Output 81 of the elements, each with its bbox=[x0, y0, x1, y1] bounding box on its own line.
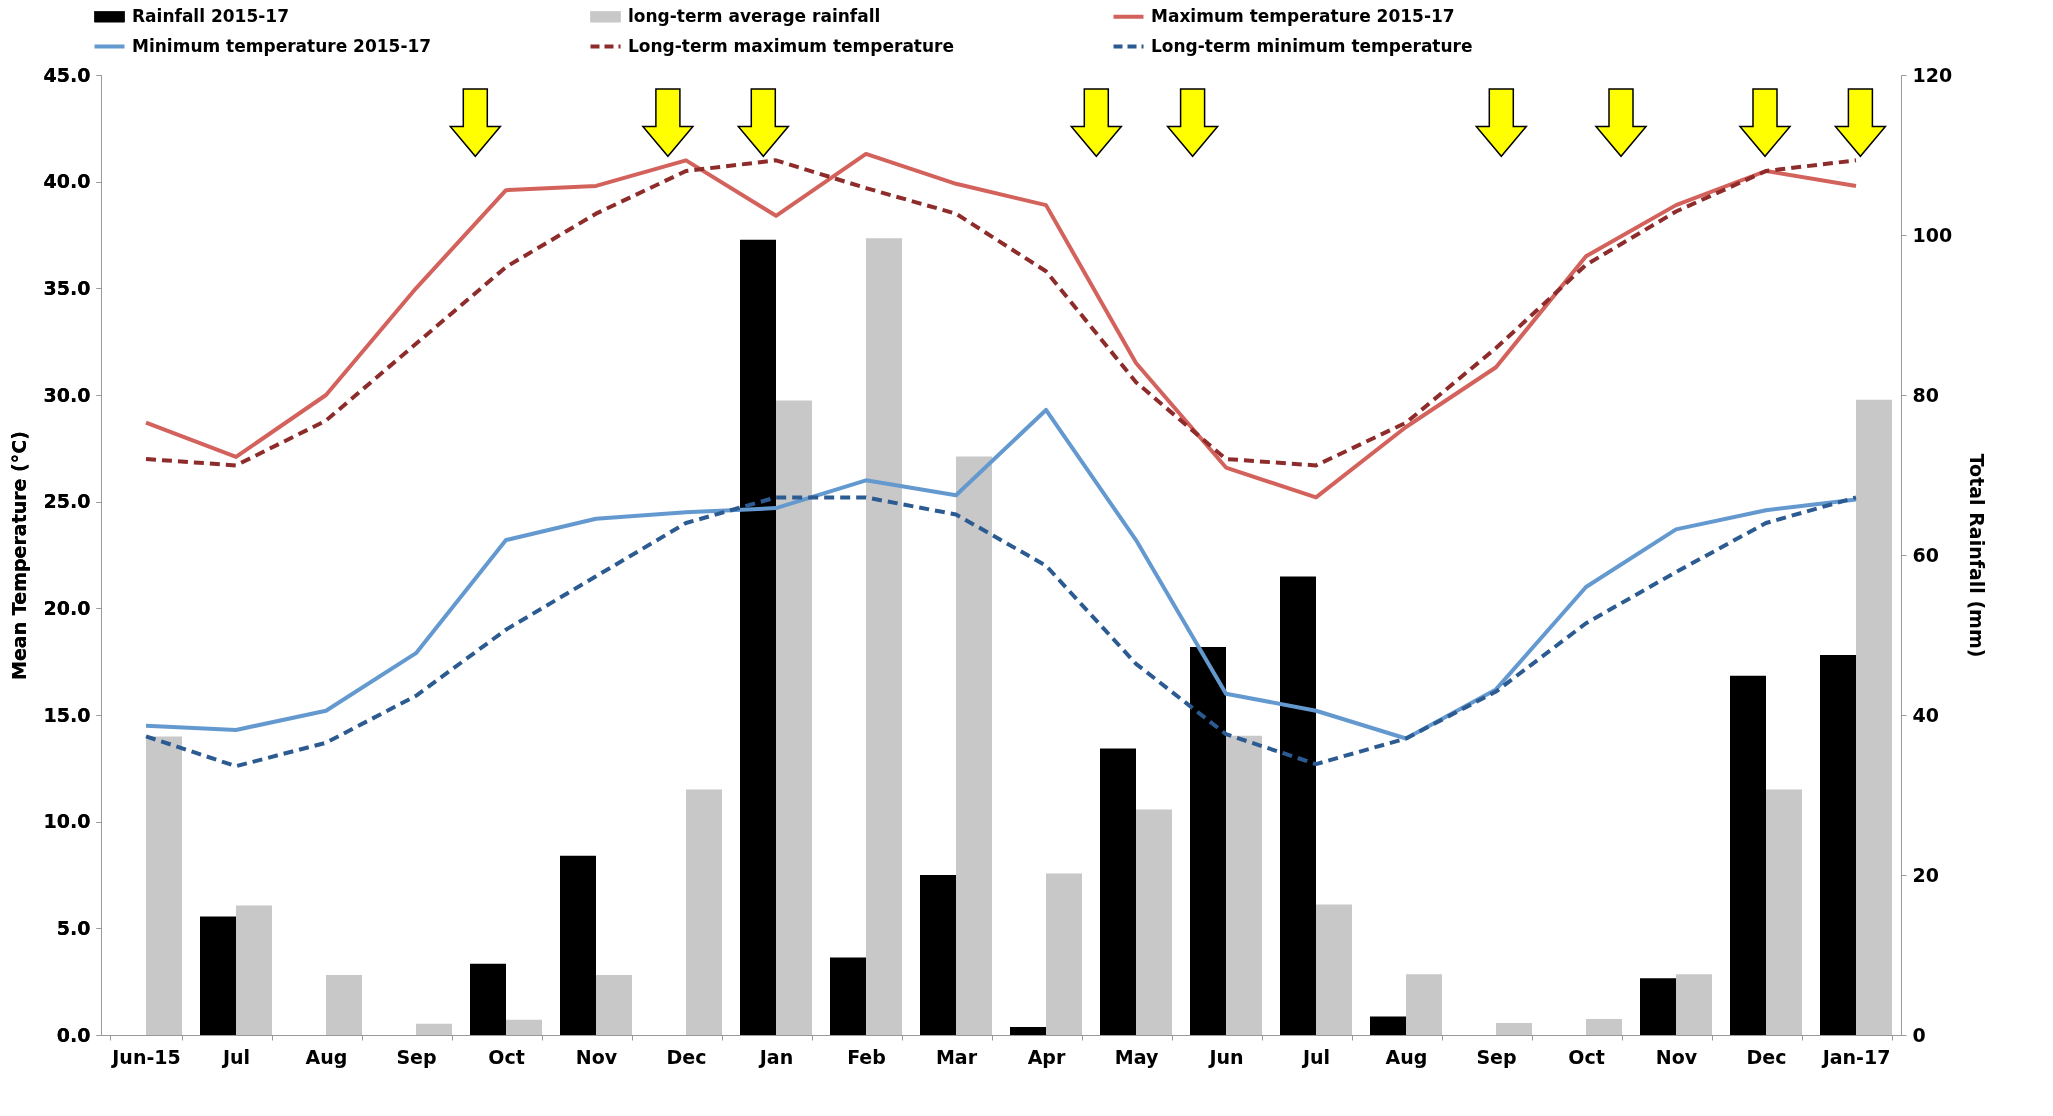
x-tick-label: Sep bbox=[396, 1045, 437, 1068]
legend-label: Rainfall 2015-17 bbox=[132, 5, 289, 26]
y-tick-label: 5.0 bbox=[56, 916, 91, 939]
bar bbox=[326, 975, 362, 1035]
y-tick-label: 45.0 bbox=[43, 63, 91, 86]
legend-label: long-term average rainfall bbox=[628, 5, 881, 26]
bar bbox=[776, 400, 812, 1035]
x-tick-label: Dec bbox=[666, 1045, 707, 1068]
y-tick-label: 10.0 bbox=[43, 810, 91, 833]
bar bbox=[1136, 809, 1172, 1035]
x-tick-label: May bbox=[1114, 1045, 1159, 1068]
y-tick-label: 15.0 bbox=[43, 703, 91, 726]
x-tick-label: Nov bbox=[1655, 1045, 1698, 1068]
legend-label: Minimum temperature 2015-17 bbox=[132, 35, 432, 56]
bar bbox=[236, 905, 272, 1035]
bar bbox=[1730, 675, 1766, 1035]
x-tick-label: Oct bbox=[1568, 1045, 1605, 1068]
bar bbox=[1280, 576, 1316, 1035]
y2-tick-label: 0 bbox=[1912, 1023, 1926, 1046]
bar bbox=[596, 975, 632, 1035]
bar bbox=[1226, 735, 1262, 1035]
legend-label: Long-term minimum temperature bbox=[1151, 35, 1473, 56]
x-tick-label: Jan bbox=[757, 1045, 794, 1068]
y2-tick-label: 80 bbox=[1912, 383, 1939, 406]
x-tick-label: Aug bbox=[1385, 1045, 1428, 1068]
x-tick-label: Jan-17 bbox=[1820, 1045, 1891, 1068]
y-axis-title: Mean Temperature (°C) bbox=[7, 431, 30, 680]
bar bbox=[1766, 789, 1802, 1035]
bar bbox=[1496, 1023, 1532, 1035]
bar bbox=[146, 736, 182, 1035]
y-tick-label: 35.0 bbox=[43, 276, 91, 299]
x-tick-label: Mar bbox=[935, 1045, 978, 1068]
x-tick-label: Aug bbox=[305, 1045, 348, 1068]
legend-label: Maximum temperature 2015-17 bbox=[1151, 5, 1455, 26]
bar bbox=[560, 855, 596, 1035]
bar bbox=[920, 875, 956, 1035]
y2-axis-title: Total Rainfall (mm) bbox=[1966, 453, 1989, 658]
x-tick-label: Dec bbox=[1746, 1045, 1787, 1068]
bar bbox=[686, 789, 722, 1035]
legend-label: Long-term maximum temperature bbox=[628, 35, 955, 56]
bar bbox=[1370, 1016, 1406, 1035]
y-tick-label: 40.0 bbox=[43, 170, 91, 193]
bar bbox=[830, 957, 866, 1035]
y-tick-label: 25.0 bbox=[43, 490, 91, 513]
x-tick-label: Jun-15 bbox=[110, 1045, 181, 1068]
y2-tick-label: 40 bbox=[1912, 703, 1939, 726]
bar bbox=[470, 963, 506, 1035]
y-tick-label: 30.0 bbox=[43, 383, 91, 406]
bar bbox=[1820, 655, 1856, 1035]
bar bbox=[1406, 974, 1442, 1035]
y-tick-label: 0.0 bbox=[56, 1023, 91, 1046]
bar bbox=[1586, 1019, 1622, 1035]
y2-tick-label: 60 bbox=[1912, 543, 1939, 566]
y-tick-label: 20.0 bbox=[43, 596, 91, 619]
bar bbox=[866, 238, 902, 1035]
bar bbox=[1676, 974, 1712, 1035]
bar bbox=[740, 239, 776, 1035]
x-tick-label: Nov bbox=[575, 1045, 618, 1068]
bar bbox=[1046, 873, 1082, 1035]
y2-tick-label: 100 bbox=[1912, 223, 1953, 246]
bar bbox=[1640, 978, 1676, 1035]
x-tick-label: Jul bbox=[1300, 1045, 1331, 1068]
bar bbox=[1316, 904, 1352, 1035]
x-tick-label: Oct bbox=[488, 1045, 525, 1068]
x-tick-label: Sep bbox=[1476, 1045, 1517, 1068]
bar bbox=[506, 1019, 542, 1035]
bar bbox=[1100, 748, 1136, 1035]
bar bbox=[956, 456, 992, 1035]
y2-tick-label: 20 bbox=[1912, 863, 1939, 886]
bar bbox=[1010, 1027, 1046, 1035]
y2-tick-label: 120 bbox=[1912, 63, 1953, 86]
bar bbox=[1856, 399, 1892, 1035]
x-tick-label: Apr bbox=[1027, 1045, 1066, 1068]
bar bbox=[200, 916, 236, 1035]
x-tick-label: Jul bbox=[220, 1045, 251, 1068]
x-tick-label: Jun bbox=[1207, 1045, 1244, 1068]
bar bbox=[416, 1023, 452, 1035]
bar bbox=[1190, 647, 1226, 1035]
line-series bbox=[144, 495, 1858, 769]
line-series bbox=[144, 407, 1858, 741]
x-tick-label: Feb bbox=[847, 1045, 886, 1068]
